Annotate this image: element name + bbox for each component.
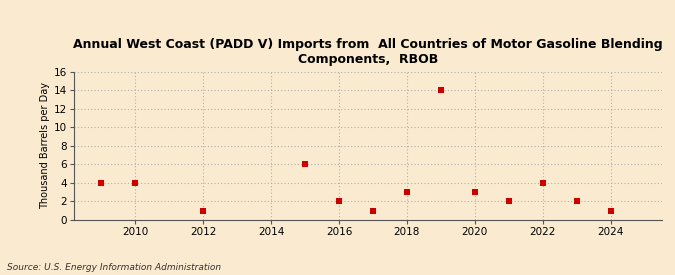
Point [469,190,480,194]
Point [504,199,514,204]
Point [435,88,446,92]
Title: Annual West Coast (PADD V) Imports from  All Countries of Motor Gasoline Blendin: Annual West Coast (PADD V) Imports from … [73,38,663,66]
Point [198,208,209,213]
Y-axis label: Thousand Barrels per Day: Thousand Barrels per Day [40,82,50,209]
Point [537,181,548,185]
Text: Source: U.S. Energy Information Administration: Source: U.S. Energy Information Administ… [7,263,221,272]
Point [402,190,412,194]
Point [96,181,107,185]
Point [605,208,616,213]
Point [300,162,310,167]
Point [368,208,379,213]
Point [333,199,344,204]
Point [571,199,582,204]
Point [130,181,141,185]
